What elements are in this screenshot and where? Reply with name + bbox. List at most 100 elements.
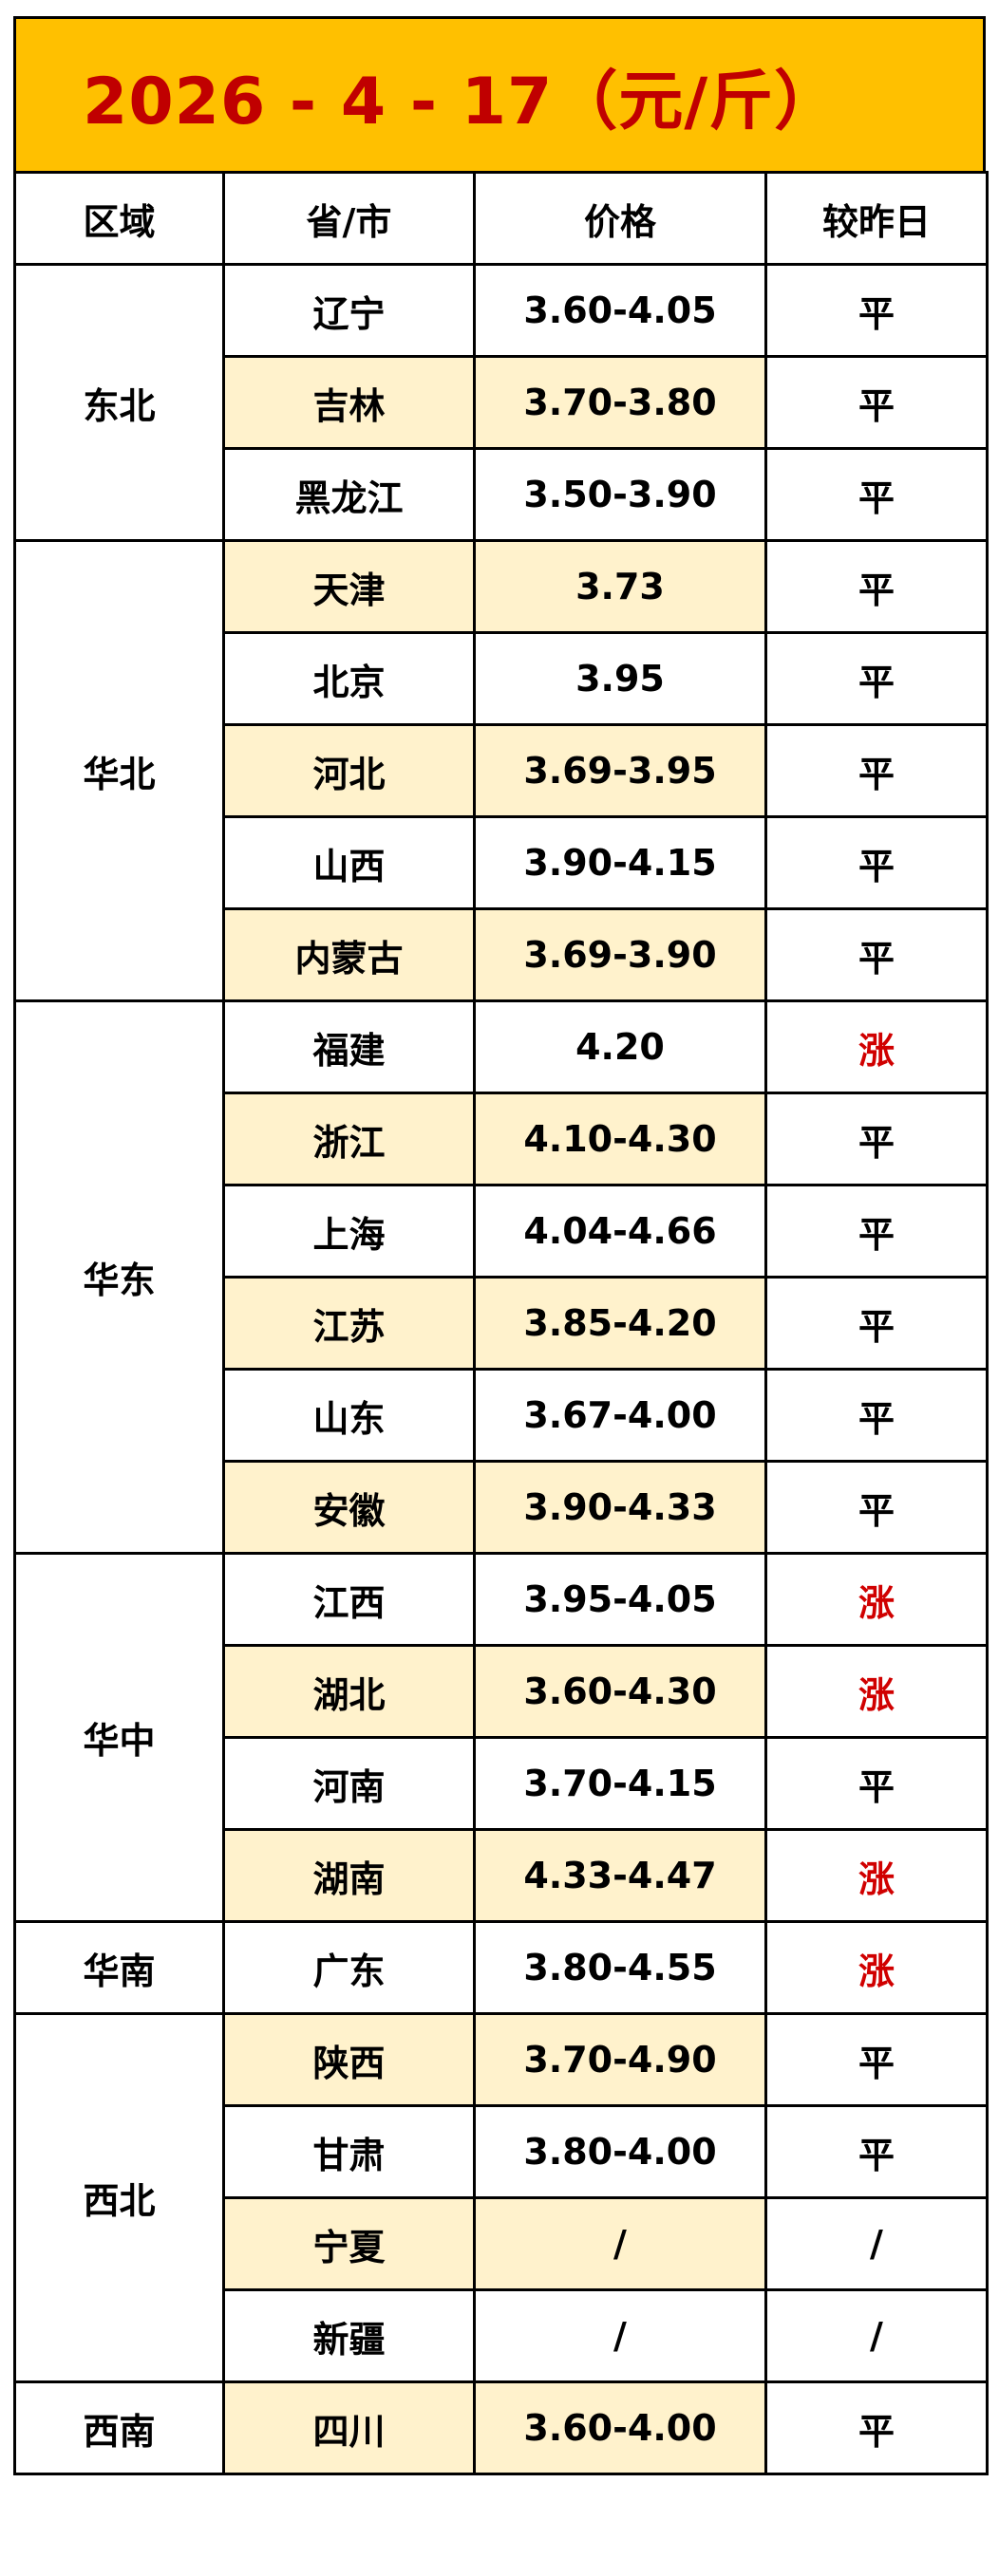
table-title: 2026 - 4 - 17（元/斤） (13, 16, 986, 171)
table-row: 黑龙江 3.50-3.90 平 (15, 447, 989, 542)
province-cell: 辽宁 (222, 263, 476, 358)
table-row: 山东 3.67-4.00 平 (15, 1368, 989, 1463)
table-row: 甘肃 3.80-4.00 平 (15, 2104, 989, 2199)
change-cell: 平 (764, 1736, 989, 1831)
table-row: 吉林 3.70-3.80 平 (15, 355, 989, 450)
province-cell: 吉林 (222, 355, 476, 450)
price-cell: 3.69-3.90 (473, 907, 767, 1002)
table-row: 浙江 4.10-4.30 平 (15, 1092, 989, 1186)
province-cell: 湖北 (222, 1644, 476, 1739)
province-cell: 浙江 (222, 1092, 476, 1186)
change-cell: 平 (764, 1092, 989, 1186)
change-cell: 涨 (764, 1920, 989, 2015)
table-row: 东北 辽宁 3.60-4.05 平 (13, 263, 989, 542)
change-cell: 平 (764, 2012, 989, 2107)
price-cell: 3.70-3.80 (473, 355, 767, 450)
region-cell: 东北 (13, 263, 225, 542)
region-cell: 华东 (13, 999, 225, 1555)
price-cell: 3.50-3.90 (473, 447, 767, 542)
province-cell: 山西 (222, 815, 476, 910)
price-cell: 4.20 (473, 999, 767, 1094)
table-row: 华南 广东 3.80-4.55 涨 (13, 1920, 989, 2015)
change-cell: 平 (764, 263, 989, 358)
region-cell: 华北 (13, 539, 225, 1002)
price-cell: 3.80-4.00 (473, 2104, 767, 2199)
header-province: 省/市 (222, 171, 476, 266)
table-row: 上海 4.04-4.66 平 (15, 1184, 989, 1279)
province-cell: 内蒙古 (222, 907, 476, 1002)
province-cell: 天津 (222, 539, 476, 634)
change-cell: 平 (764, 355, 989, 450)
change-cell: 涨 (764, 1552, 989, 1647)
province-cell: 黑龙江 (222, 447, 476, 542)
province-cell: 河北 (222, 723, 476, 818)
change-cell: 涨 (764, 1828, 989, 1923)
price-cell: 3.85-4.20 (473, 1276, 767, 1371)
change-cell: 平 (764, 1276, 989, 1371)
price-cell: 3.90-4.15 (473, 815, 767, 910)
region-cell: 西南 (13, 2380, 225, 2475)
table-row: 新疆 / / (15, 2288, 989, 2383)
table-row: 西北 陕西 3.70-4.90 平 (13, 2012, 989, 2383)
change-cell: 涨 (764, 999, 989, 1094)
price-cell: 3.60-4.30 (473, 1644, 767, 1739)
price-cell: 4.33-4.47 (473, 1828, 767, 1923)
province-cell: 江苏 (222, 1276, 476, 1371)
province-cell: 河南 (222, 1736, 476, 1831)
province-cell: 江西 (222, 1552, 476, 1647)
change-cell: / (764, 2288, 989, 2383)
price-cell: 3.70-4.15 (473, 1736, 767, 1831)
province-cell: 陕西 (222, 2012, 476, 2107)
table-row: 华东 福建 4.20 涨 (13, 999, 989, 1555)
table-row: 山西 3.90-4.15 平 (15, 815, 989, 910)
price-cell: 3.80-4.55 (473, 1920, 767, 2015)
price-cell: 3.60-4.05 (473, 263, 767, 358)
price-cell: / (473, 2196, 767, 2291)
table-row: 湖北 3.60-4.30 涨 (15, 1644, 989, 1739)
region-cell: 华中 (13, 1552, 225, 1923)
price-cell: 3.95 (473, 631, 767, 726)
table-row: 内蒙古 3.69-3.90 平 (15, 907, 989, 1002)
table-row: 江苏 3.85-4.20 平 (15, 1276, 989, 1371)
province-cell: 宁夏 (222, 2196, 476, 2291)
change-cell: / (764, 2196, 989, 2291)
price-cell: 3.60-4.00 (473, 2380, 767, 2475)
table-row: 安徽 3.90-4.33 平 (15, 1460, 989, 1555)
header-region: 区域 (13, 171, 225, 266)
province-cell: 甘肃 (222, 2104, 476, 2199)
table-row: 华北 天津 3.73 平 (13, 539, 989, 1002)
province-cell: 北京 (222, 631, 476, 726)
region-cell: 西北 (13, 2012, 225, 2383)
change-cell: 平 (764, 815, 989, 910)
change-cell: 平 (764, 1368, 989, 1463)
price-cell: 4.04-4.66 (473, 1184, 767, 1279)
change-cell: 平 (764, 2380, 989, 2475)
change-cell: 平 (764, 907, 989, 1002)
table-row: 河北 3.69-3.95 平 (15, 723, 989, 818)
change-cell: 平 (764, 1184, 989, 1279)
province-cell: 安徽 (222, 1460, 476, 1555)
price-cell: / (473, 2288, 767, 2383)
price-cell: 3.69-3.95 (473, 723, 767, 818)
change-cell: 平 (764, 1460, 989, 1555)
province-cell: 上海 (222, 1184, 476, 1279)
header-price: 价格 (473, 171, 767, 266)
change-cell: 涨 (764, 1644, 989, 1739)
price-table-container: 2026 - 4 - 17（元/斤） 区域 省/市 价格 较昨日 东北 辽宁 3.6… (13, 16, 989, 2475)
change-cell: 平 (764, 2104, 989, 2199)
table-row: 河南 3.70-4.15 平 (15, 1736, 989, 1831)
change-cell: 平 (764, 447, 989, 542)
price-cell: 4.10-4.30 (473, 1092, 767, 1186)
table-row: 湖南 4.33-4.47 涨 (15, 1828, 989, 1923)
province-cell: 广东 (222, 1920, 476, 2015)
header-row: 区域 省/市 价格 较昨日 (13, 171, 989, 266)
change-cell: 平 (764, 631, 989, 726)
price-cell: 3.70-4.90 (473, 2012, 767, 2107)
province-cell: 福建 (222, 999, 476, 1094)
header-change: 较昨日 (764, 171, 989, 266)
table-row: 宁夏 / / (15, 2196, 989, 2291)
table-row: 北京 3.95 平 (15, 631, 989, 726)
change-cell: 平 (764, 723, 989, 818)
province-cell: 湖南 (222, 1828, 476, 1923)
price-cell: 3.73 (473, 539, 767, 634)
